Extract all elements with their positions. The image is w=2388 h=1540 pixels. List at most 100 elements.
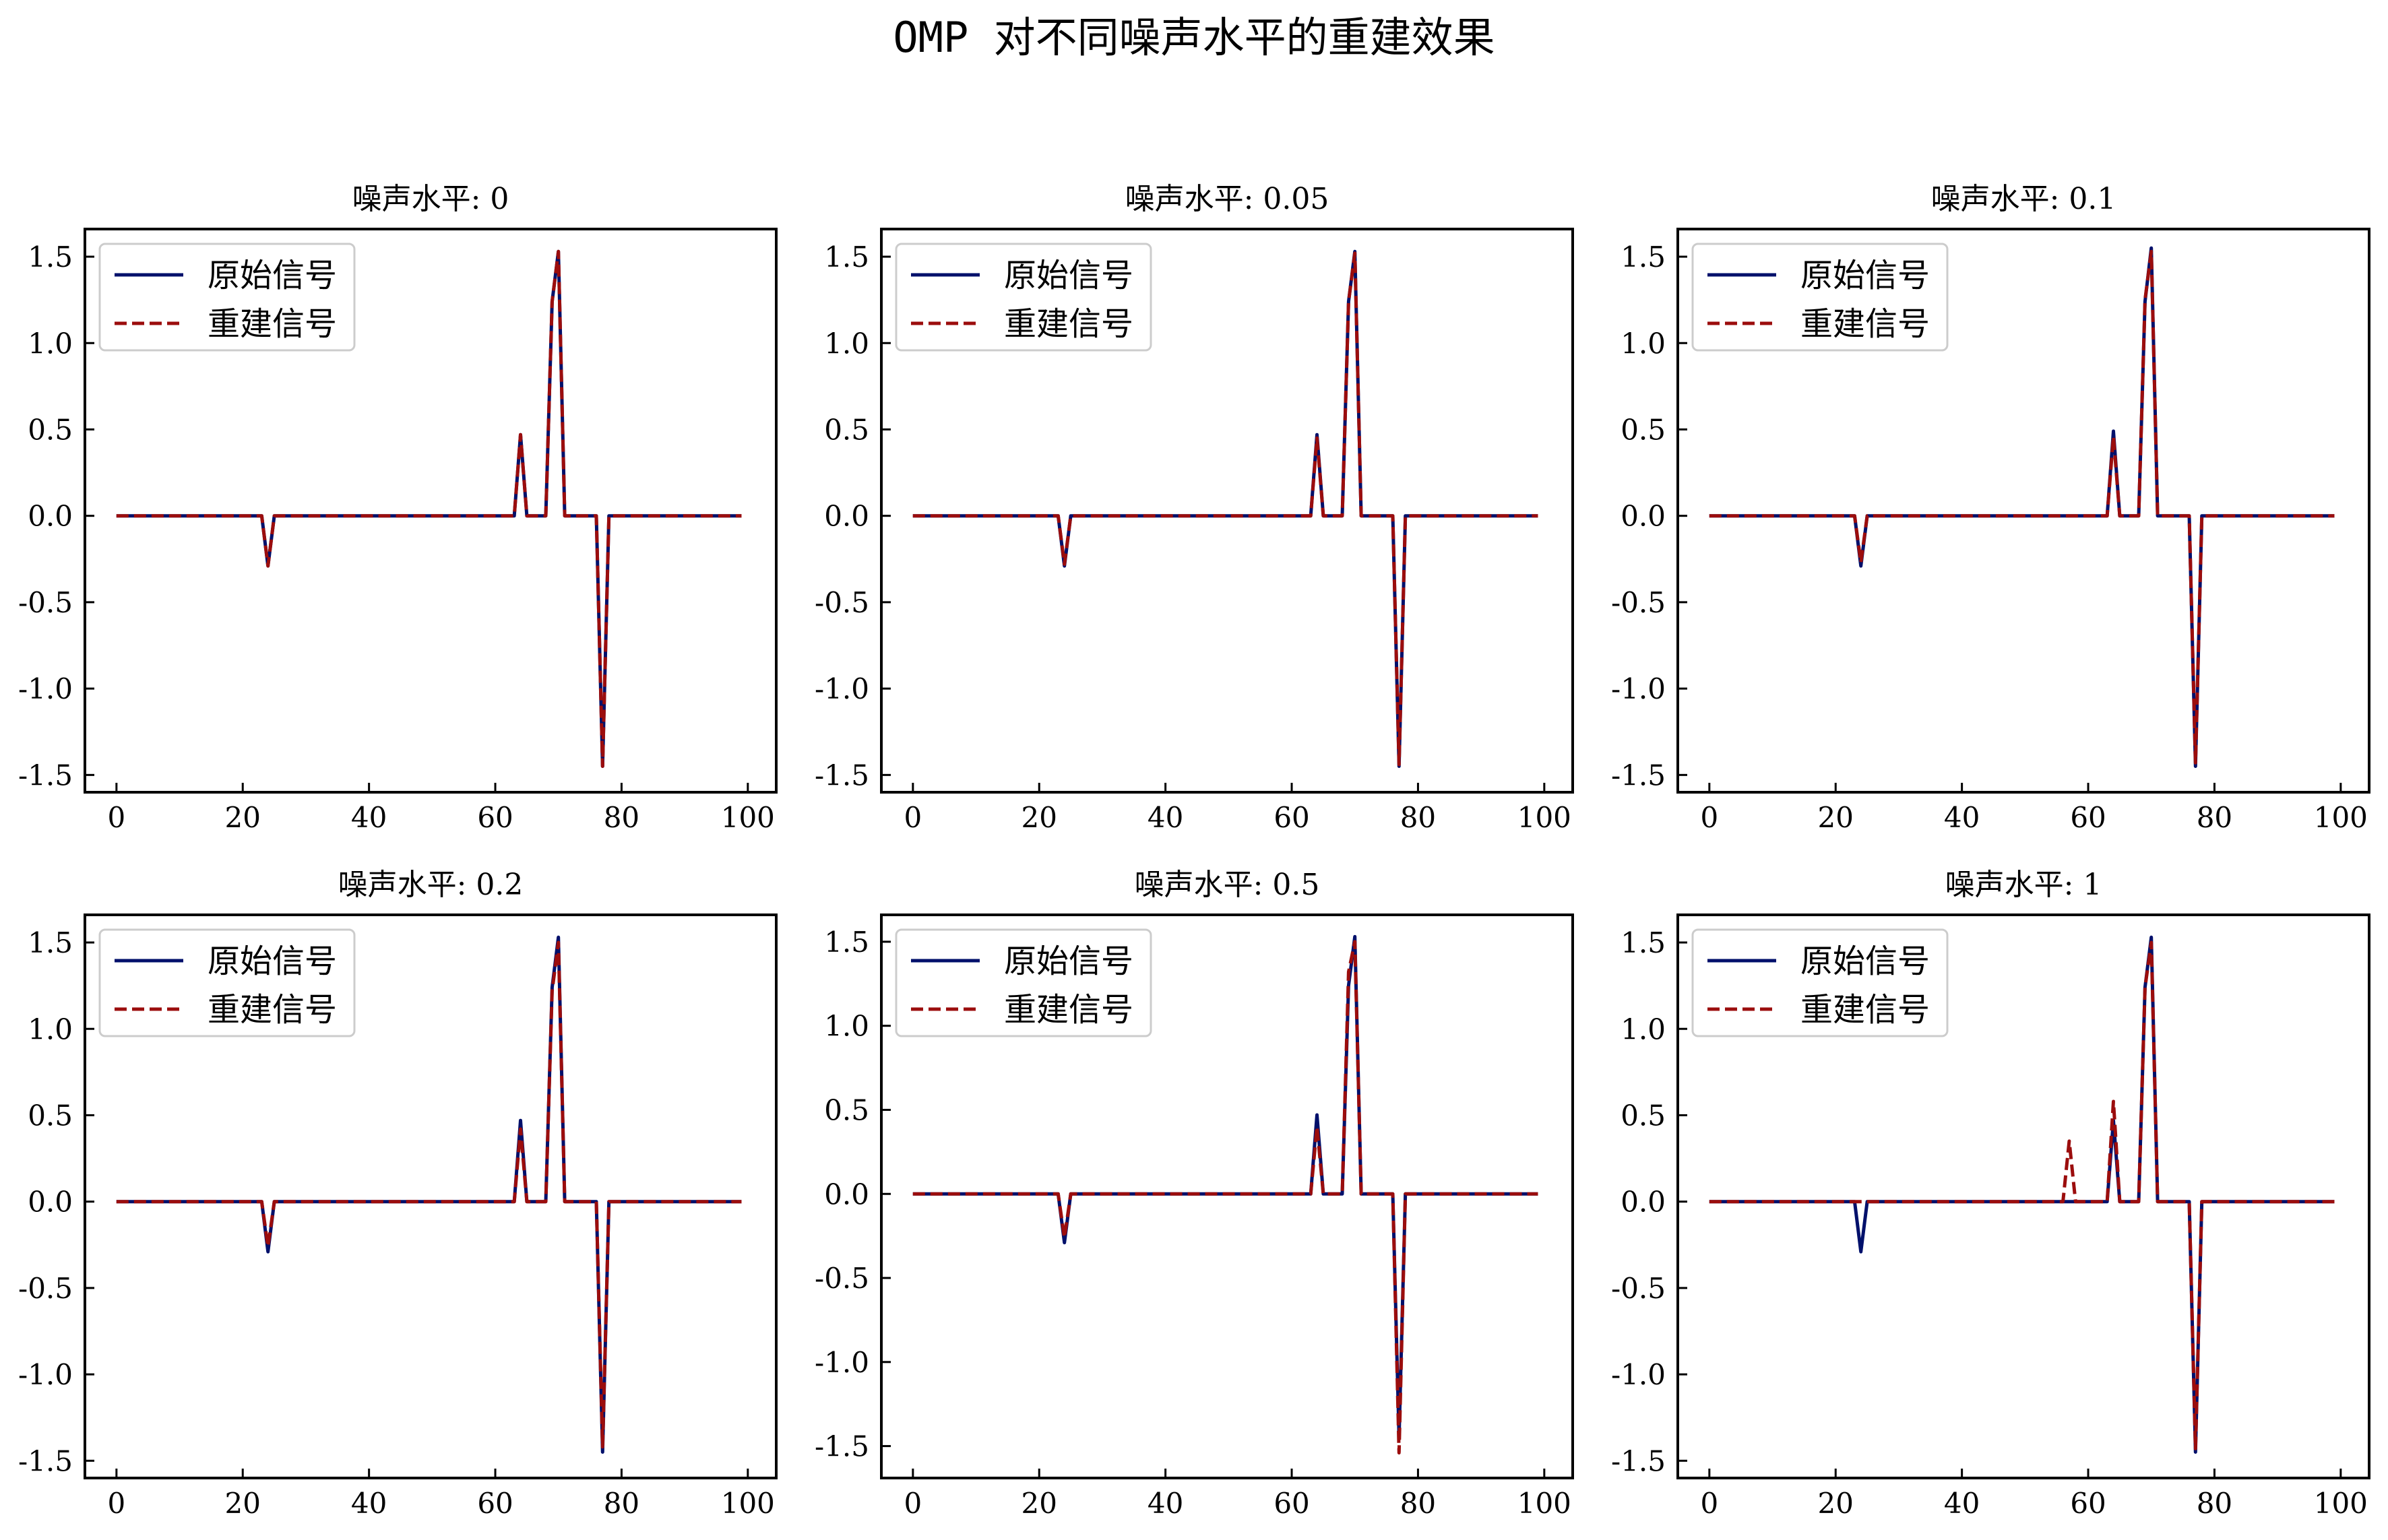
y-tick-label: 0.0	[28, 500, 73, 533]
x-tick-label: 80	[1400, 1487, 1436, 1520]
subplot-title: 噪声水平: 0.05	[1125, 182, 1329, 216]
legend-label: 原始信号	[1800, 942, 1930, 980]
x-tick-label: 0	[904, 801, 922, 834]
x-tick-label: 60	[477, 801, 513, 834]
y-tick-label: 1.5	[28, 240, 73, 274]
axes-frame	[1676, 228, 2370, 794]
y-tick-label: 0.5	[824, 1093, 869, 1126]
x-tick-label: 80	[604, 801, 639, 834]
y-tick-label: -0.5	[1611, 586, 1666, 619]
x-tick-label: 100	[721, 801, 775, 834]
y-tick-label: -1.5	[1611, 759, 1666, 792]
y-tick-label: 0.5	[824, 413, 869, 446]
x-tick-label: 60	[2070, 1487, 2106, 1520]
x-tick-label: 20	[225, 1487, 261, 1520]
y-tick-label: 0.5	[1621, 1099, 1666, 1132]
y-tick-label: 0.0	[824, 1178, 869, 1211]
y-tick-label: 0.0	[1621, 1186, 1666, 1219]
subplot-title: 噪声水平: 0.5	[1135, 868, 1320, 902]
x-tick-label: 40	[1148, 801, 1183, 834]
subplot-title: 噪声水平: 0.1	[1931, 182, 2116, 216]
reconstructed-signal-line	[116, 249, 742, 768]
y-tick-label: -1.0	[815, 672, 869, 705]
y-tick-label: 0.5	[1621, 413, 1666, 446]
subplot-3: 噪声水平: 0.1 0 20 40 60 80 100 -1.5 -1.0 -0.5 0.0 0.5 1…	[1611, 182, 2370, 834]
y-tick-label: -1.5	[18, 759, 73, 792]
legend-label: 重建信号	[1800, 305, 1930, 343]
y-tick-label: 1.5	[1621, 240, 1666, 274]
x-tick-label: 60	[2070, 801, 2106, 834]
x-tick-label: 0	[107, 1487, 125, 1520]
y-tick-label: -1.0	[815, 1346, 869, 1379]
y-tick-label: 1.0	[1621, 327, 1666, 360]
x-tick-label: 100	[2314, 801, 2368, 834]
figure-title: OMP 对不同噪声水平的重建效果	[893, 13, 1495, 62]
x-tick-label: 60	[1274, 1487, 1309, 1520]
y-tick-label: 1.0	[824, 1010, 869, 1043]
legend-label: 原始信号	[1800, 257, 1930, 294]
x-tick-label: 100	[2314, 1487, 2368, 1520]
axes-frame	[880, 228, 1574, 794]
reconstructed-signal-line	[1709, 249, 2335, 765]
x-tick-label: 40	[351, 1487, 387, 1520]
y-tick-label: -1.5	[815, 759, 869, 792]
legend-label: 原始信号	[1004, 257, 1133, 294]
subplot-6: 噪声水平: 1 0 20 40 60 80 100 -1.5 -1.0 -0.5 0.0 0.5 1.0…	[1611, 868, 2370, 1520]
y-tick-label: 1.0	[1621, 1013, 1666, 1046]
legend-label: 重建信号	[1004, 991, 1133, 1029]
axes-frame	[1676, 913, 2370, 1479]
y-tick-label: 1.0	[28, 327, 73, 360]
legend-frame	[1691, 243, 1949, 352]
series-group	[116, 249, 742, 768]
x-tick-label: 0	[107, 801, 125, 834]
legend-frame	[895, 928, 1152, 1037]
x-tick-label: 40	[1148, 1487, 1183, 1520]
y-tick-label: 1.5	[824, 926, 869, 959]
subplot-title: 噪声水平: 0	[352, 182, 509, 216]
reconstructed-signal-line	[912, 940, 1538, 1455]
reconstructed-signal-line	[116, 940, 742, 1449]
y-tick-label: 1.5	[1621, 926, 1666, 959]
series-group	[1709, 246, 2335, 768]
legend-frame	[895, 243, 1152, 352]
subplot-2: 噪声水平: 0.05 0 20 40 60 80 100 -1.5 -1.0 -0.5 0.0 0.5…	[815, 182, 1574, 834]
x-tick-label: 40	[1944, 801, 1980, 834]
y-tick-label: -1.0	[18, 1358, 73, 1391]
y-tick-label: 1.0	[824, 327, 869, 360]
legend-frame	[1691, 928, 1949, 1037]
legend-label: 重建信号	[1004, 305, 1133, 343]
series-group	[912, 934, 1538, 1455]
series-group	[912, 249, 1538, 768]
y-tick-label: -1.0	[18, 672, 73, 705]
y-tick-label: 0.5	[28, 1099, 73, 1132]
y-tick-label: -1.0	[1611, 1358, 1666, 1391]
series-group	[116, 935, 742, 1454]
x-tick-label: 100	[1517, 1487, 1571, 1520]
axes-frame	[880, 913, 1574, 1479]
y-tick-label: 1.0	[28, 1013, 73, 1046]
reconstructed-signal-line	[1709, 940, 2335, 1450]
x-tick-label: 0	[904, 1487, 922, 1520]
reconstructed-signal-line	[912, 251, 1538, 767]
x-tick-label: 80	[604, 1487, 639, 1520]
y-tick-label: 1.5	[824, 240, 869, 274]
legend-label: 重建信号	[208, 991, 337, 1029]
y-tick-label: 1.5	[28, 926, 73, 959]
x-tick-label: 80	[1400, 801, 1436, 834]
axes-frame	[84, 228, 778, 794]
axes-frame	[84, 913, 778, 1479]
series-group	[1709, 935, 2335, 1454]
legend-label: 重建信号	[208, 305, 337, 343]
subplot-title: 噪声水平: 0.2	[338, 868, 524, 902]
subplot-4: 噪声水平: 0.2 0 20 40 60 80 100 -1.5 -1.0 -0.5 0.0 0.5 1…	[18, 868, 778, 1520]
legend-label: 原始信号	[1004, 942, 1133, 980]
y-tick-label: -0.5	[18, 586, 73, 619]
x-tick-label: 60	[477, 1487, 513, 1520]
